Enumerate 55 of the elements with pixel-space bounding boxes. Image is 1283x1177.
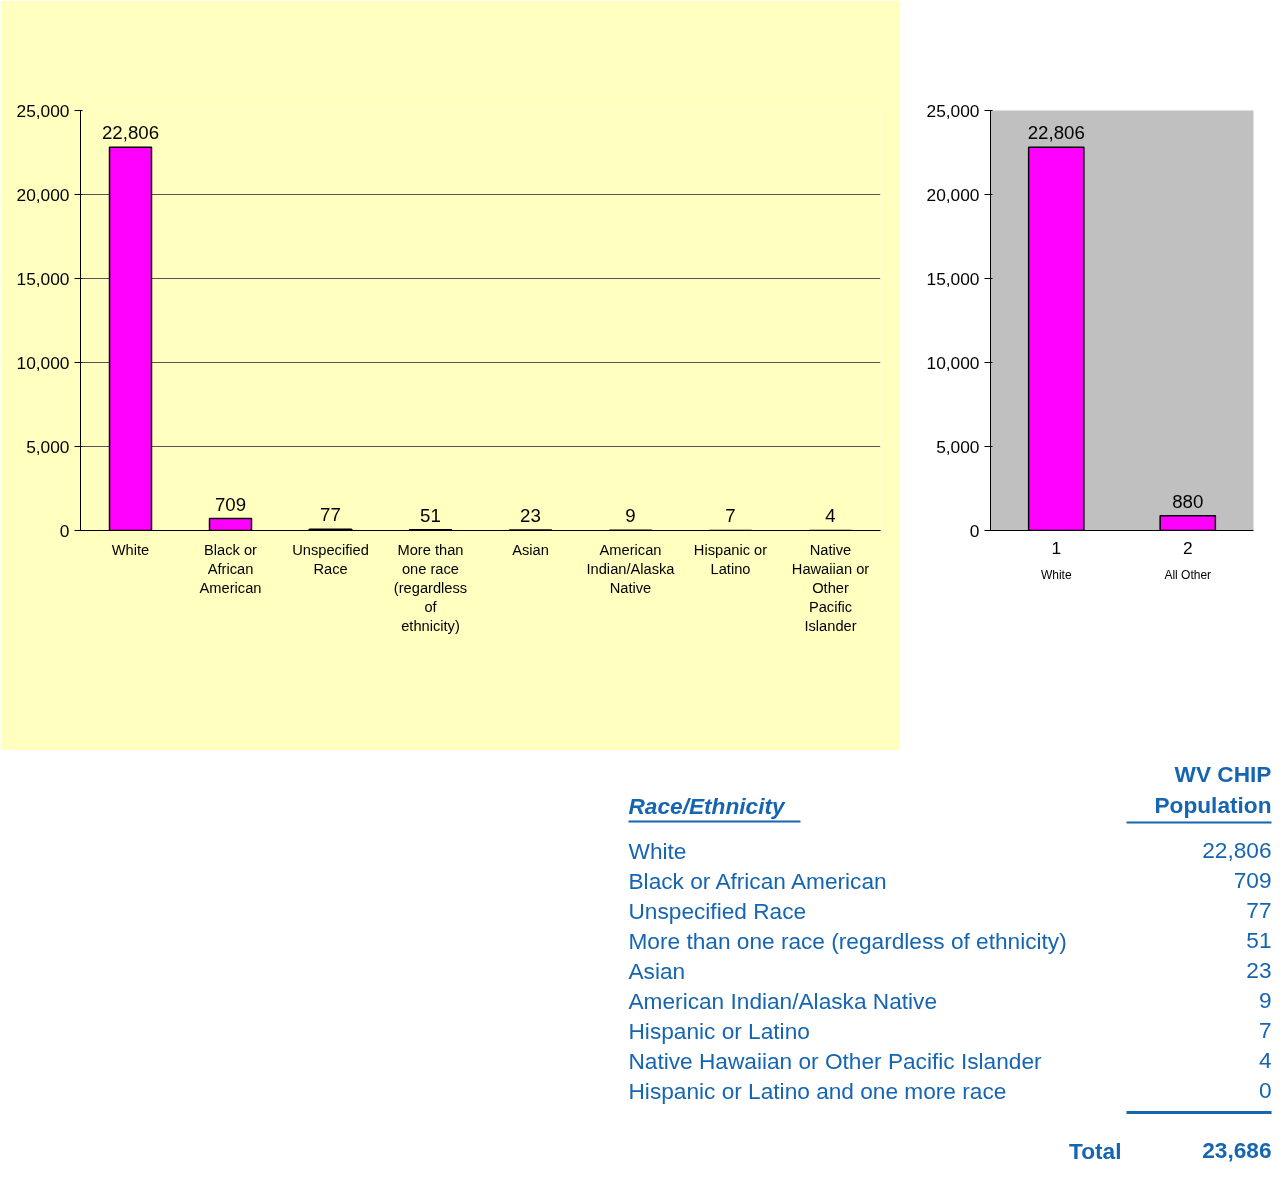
- data-label: 23: [1246, 957, 1272, 983]
- text: Race/Ethnicity: [628, 792, 787, 819]
- x-tick-label: American Indian/Alaska Native: [586, 541, 676, 596]
- category-label: Unspecified Race: [628, 897, 807, 924]
- x-tick-label: 2: [1182, 537, 1193, 558]
- data-label: 9: [1258, 987, 1272, 1013]
- y-tick-label: 0: [969, 520, 980, 541]
- data-label: 77: [1246, 897, 1272, 923]
- x-tick-label: Black or African American: [199, 541, 262, 596]
- x-tick-label: White: [111, 541, 150, 558]
- x-tick-label: Hispanic or Latino: [693, 541, 768, 577]
- data-label: 4: [1258, 1047, 1272, 1073]
- y-tick-label: 5,000: [936, 436, 980, 457]
- data-label: 22,806: [101, 122, 160, 144]
- category-label: More than one race (regardless of ethnicity): [628, 927, 1067, 954]
- data-label: 51: [420, 504, 441, 526]
- y-tick-label: 15,000: [16, 268, 70, 289]
- data-label: 22,806: [1027, 122, 1085, 144]
- data-label: 23: [520, 505, 541, 527]
- y-tick-label: 25,000: [16, 100, 70, 121]
- x-tick-label: Native Hawaiian or Other Pacific Islander: [791, 541, 870, 635]
- x-tick-label: 1: [1051, 537, 1062, 558]
- category-label: Asian: [628, 957, 686, 984]
- y-tick-label: 25,000: [926, 100, 980, 121]
- category-label: Hispanic or Latino and one more race: [628, 1077, 1007, 1104]
- y-tick-label: 10,000: [926, 352, 980, 373]
- category-label: American Indian/Alaska Native: [628, 987, 938, 1014]
- data-label: 77: [320, 504, 341, 526]
- text: 23,686: [1202, 1137, 1272, 1163]
- y-tick-label: 10,000: [16, 352, 70, 373]
- data-label: 709: [214, 493, 247, 515]
- x-tick-label: Unspecified Race: [292, 541, 369, 577]
- y-tick-label: 20,000: [926, 184, 980, 205]
- data-label: 9: [625, 505, 636, 527]
- data-label: 709: [1233, 867, 1272, 893]
- text: Total: [1069, 1137, 1122, 1164]
- data-label: 4: [825, 505, 836, 527]
- text: WV CHIP Population: [1154, 761, 1272, 819]
- category-label: White: [628, 837, 687, 864]
- data-label: 0: [1258, 1077, 1272, 1103]
- category-label: Native Hawaiian or Other Pacific Islander: [628, 1047, 1042, 1074]
- category-label: Black or African American: [628, 867, 887, 894]
- data-label: 7: [725, 505, 736, 527]
- x-tick-label: Asian: [512, 541, 549, 558]
- data-label: 7: [1258, 1017, 1272, 1043]
- data-label: 22,806: [1202, 837, 1272, 863]
- data-label: 51: [1246, 927, 1272, 953]
- y-tick-label: 20,000: [16, 184, 70, 205]
- data-label: 880: [1172, 490, 1204, 512]
- y-tick-label: 5,000: [26, 436, 70, 457]
- y-tick-label: 0: [59, 520, 70, 541]
- text: All Other: [1164, 567, 1212, 582]
- x-tick-label: More than one race (regardless of ethnicity): [393, 541, 468, 635]
- y-tick-label: 15,000: [926, 268, 980, 289]
- category-label: Hispanic or Latino: [628, 1017, 810, 1044]
